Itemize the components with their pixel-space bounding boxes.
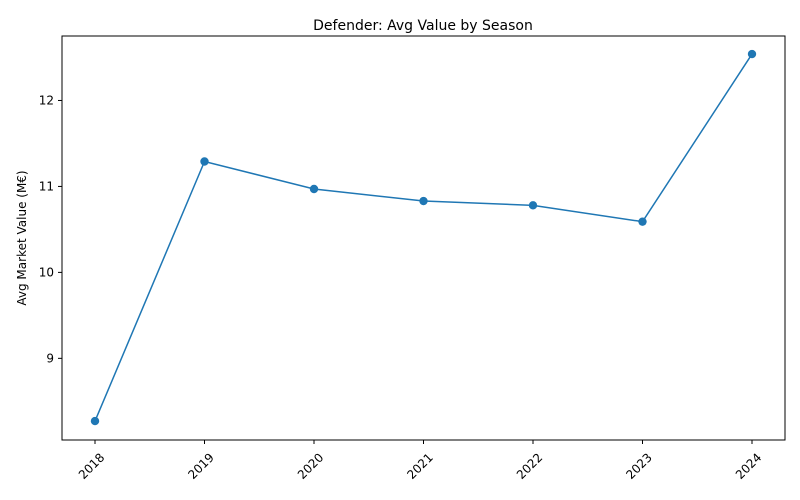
series-line [94, 53, 753, 422]
data-point [638, 217, 647, 226]
data-point [747, 49, 757, 59]
x-tick-label: 2023 [623, 450, 654, 481]
y-tick-label: 9 [46, 351, 54, 365]
chart-title: Defender: Avg Value by Season [313, 18, 533, 34]
y-tick-label: 12 [39, 93, 54, 107]
x-tick-label: 2022 [514, 450, 545, 481]
data-point [200, 157, 209, 166]
y-tick-label: 11 [39, 179, 54, 193]
x-tick-label: 2019 [185, 450, 216, 481]
x-tick-label: 2018 [76, 450, 107, 481]
plot-frame [61, 35, 786, 441]
data-point [528, 201, 538, 210]
data-point [309, 184, 319, 194]
y-tick-label: 10 [39, 265, 54, 279]
y-axis-label: Avg Market Value (M€) [15, 170, 29, 305]
x-tick-label: 2020 [295, 450, 326, 481]
data-point [419, 196, 428, 206]
data-point [90, 416, 100, 426]
x-tick-label: 2024 [733, 450, 764, 481]
plot-area: 9 10 11 12 2018 2019 2020 2021 2022 2023 2024 [39, 35, 786, 482]
x-tick-label: 2021 [404, 450, 435, 481]
